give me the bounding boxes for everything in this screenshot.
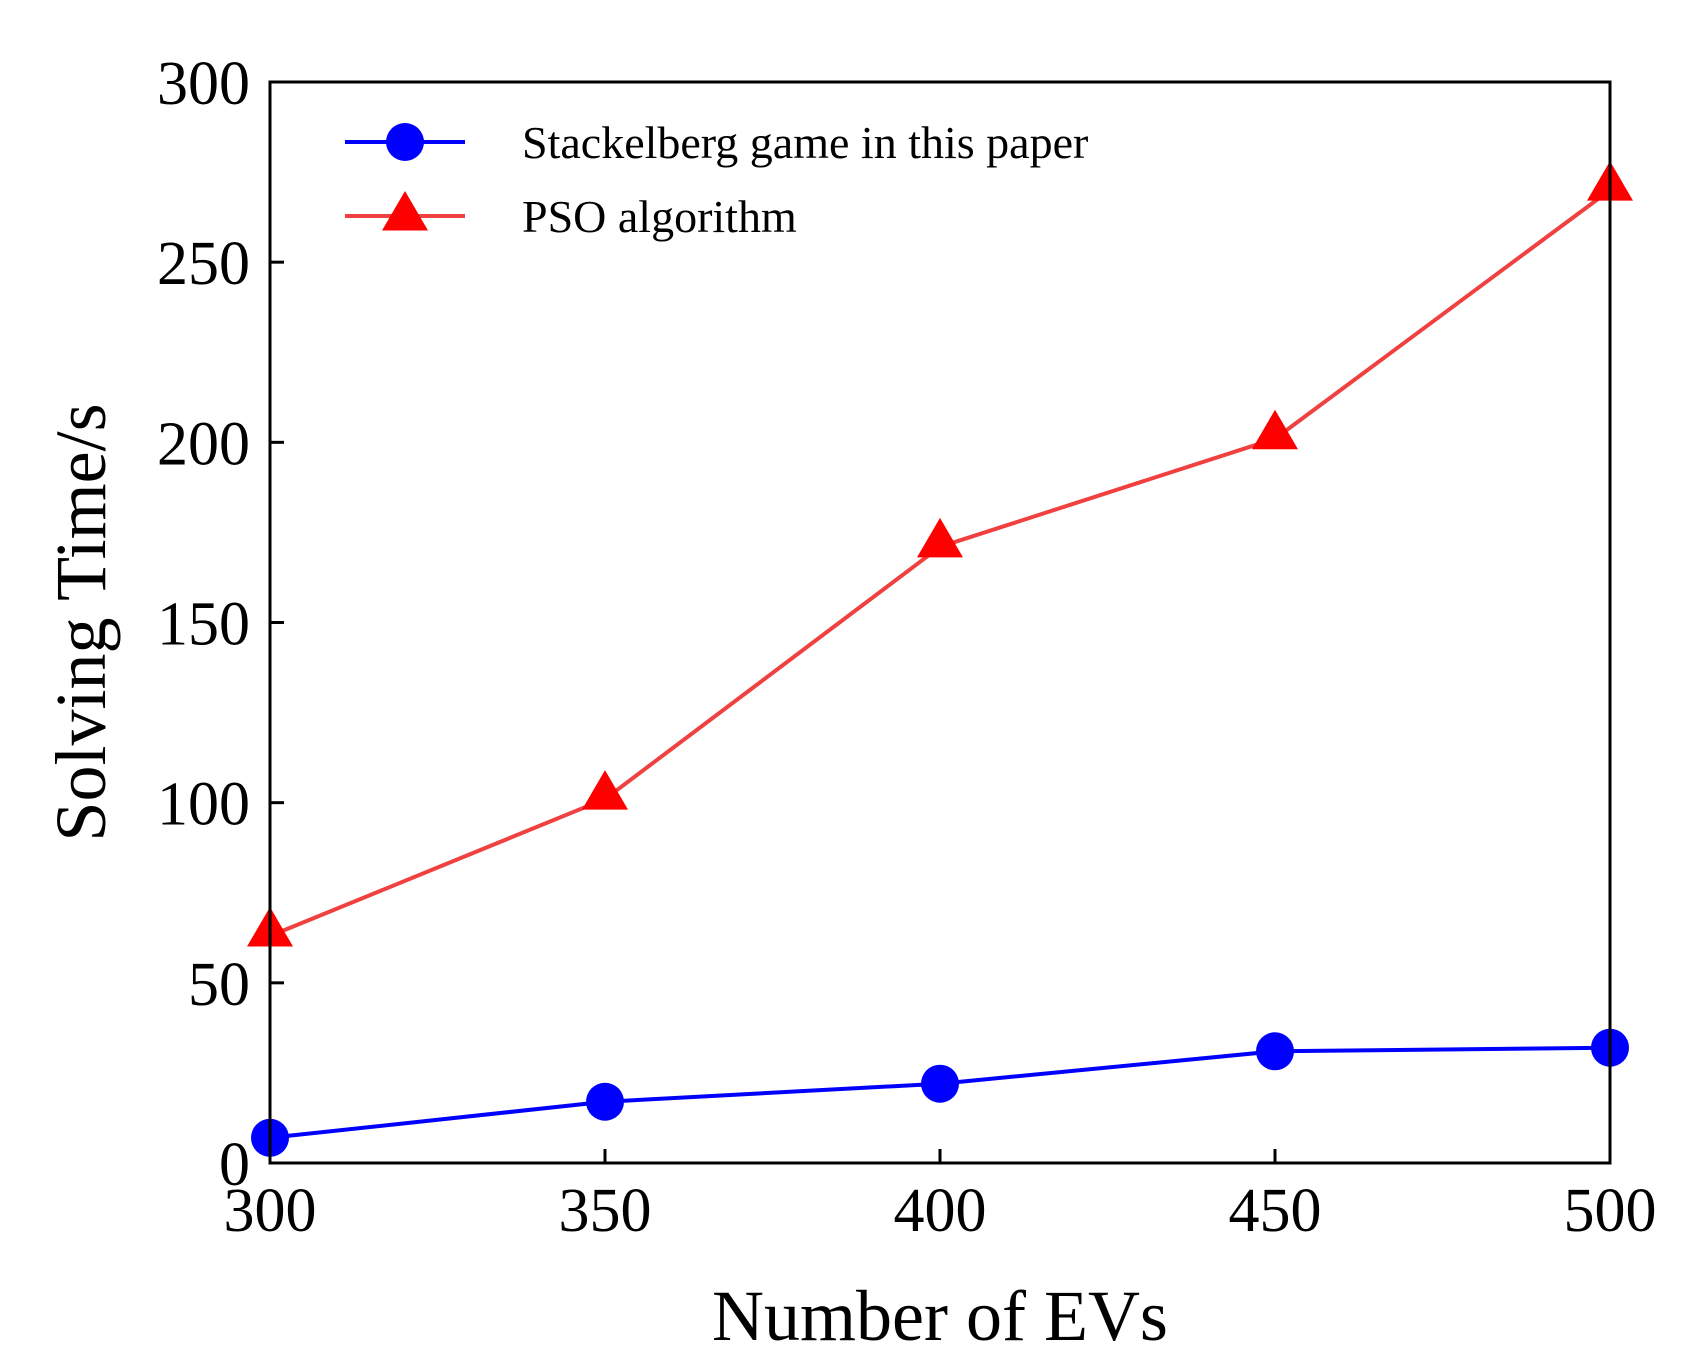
legend-label: Stackelberg game in this paper	[522, 117, 1088, 168]
y-tick-label: 50	[188, 951, 250, 1019]
data-point	[1256, 1032, 1294, 1071]
data-point	[586, 1082, 624, 1121]
x-tick-label: 400	[894, 1177, 987, 1245]
plot-area	[247, 161, 1633, 1157]
series-0	[251, 1028, 1629, 1157]
legend-entry: PSO algorithm	[345, 191, 797, 242]
y-tick-label: 200	[157, 410, 250, 478]
y-tick-label: 250	[157, 230, 250, 298]
series-1	[247, 161, 1633, 947]
y-tick-label: 100	[157, 771, 250, 839]
plot-frame	[268, 80, 1612, 1165]
legend-label: PSO algorithm	[522, 191, 797, 242]
legend-marker	[382, 191, 428, 231]
data-point	[582, 770, 628, 810]
axes: 300 350 400 450 500 0 50 100 150 200 250 300	[157, 50, 1657, 1245]
y-tick-label: 0	[219, 1131, 250, 1199]
legend-marker	[386, 123, 424, 161]
y-tick-label: 150	[157, 591, 250, 659]
x-axis-title: Number of EVs	[712, 1276, 1168, 1356]
x-tick-label: 350	[559, 1177, 652, 1245]
y-axis-title: Solving Time/s	[41, 403, 121, 841]
legend-entry: Stackelberg game in this paper	[345, 117, 1088, 168]
data-point	[917, 517, 963, 558]
legend: Stackelberg game in this paper PSO algori…	[345, 117, 1088, 242]
series-line	[269, 188, 1612, 938]
x-tick-label: 450	[1229, 1177, 1322, 1245]
data-point	[1252, 409, 1298, 450]
x-tick-label: 500	[1564, 1177, 1657, 1245]
y-tick-label: 300	[157, 50, 250, 118]
x-tick-label: 300	[224, 1177, 317, 1245]
data-point	[921, 1064, 959, 1103]
